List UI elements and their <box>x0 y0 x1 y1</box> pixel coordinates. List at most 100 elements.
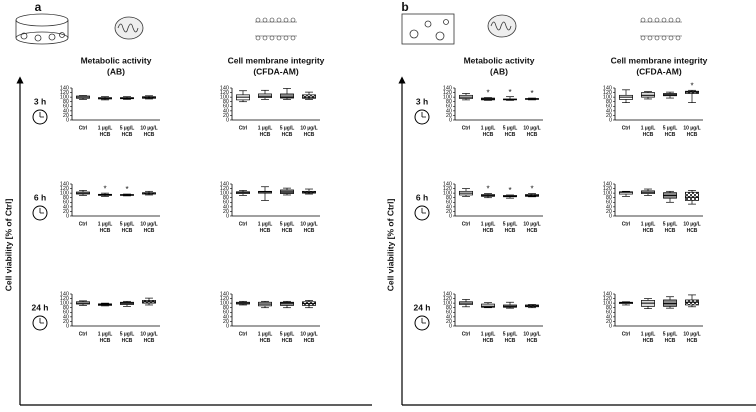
culture-icon <box>401 13 455 45</box>
y-tick-label: 100 <box>220 301 229 307</box>
y-tick-label: 120 <box>220 186 229 192</box>
y-tick-label: 40 <box>223 314 229 320</box>
y-tick-label: 80 <box>446 305 452 311</box>
column-title: (CFDA-AM) <box>253 66 298 76</box>
box <box>280 93 294 99</box>
x-tick-label: HCB <box>304 338 315 344</box>
box <box>481 303 495 308</box>
y-tick-label: 0 <box>449 323 452 329</box>
significance-mark: * <box>508 186 511 195</box>
x-tick-label: 5 µg/L <box>280 125 295 131</box>
y-tick-label: 0 <box>609 117 612 123</box>
x-tick-label: HCB <box>260 338 271 344</box>
x-tick-label: HCB <box>687 228 698 234</box>
x-tick-label: Ctrl <box>79 125 88 131</box>
y-tick-label: 80 <box>446 195 452 201</box>
significance-mark: * <box>103 184 106 193</box>
y-tick-label: 140 <box>443 85 452 91</box>
y-tick-label: 60 <box>223 104 229 110</box>
y-tick-label: 100 <box>60 95 69 101</box>
membrane-icon <box>640 17 682 41</box>
y-tick-label: 100 <box>603 191 612 197</box>
y-tick-label: 100 <box>60 301 69 307</box>
x-tick-label: 1 µg/L <box>258 331 273 337</box>
x-tick-label: HCB <box>100 132 111 138</box>
box <box>302 94 316 99</box>
x-tick-label: 5 µg/L <box>663 125 678 131</box>
x-tick-label: 5 µg/L <box>280 221 295 227</box>
x-tick-label: Ctrl <box>462 221 471 227</box>
y-tick-label: 40 <box>446 204 452 210</box>
y-tick-label: 0 <box>609 213 612 219</box>
significance-mark: * <box>530 89 533 98</box>
x-tick-label: HCB <box>483 338 494 344</box>
y-tick-label: 120 <box>220 90 229 96</box>
x-tick-label: 10 µg/L <box>300 221 317 227</box>
y-tick-label: 140 <box>443 291 452 297</box>
x-tick-label: 5 µg/L <box>663 221 678 227</box>
box <box>280 301 294 306</box>
x-tick-label: Ctrl <box>239 125 248 131</box>
y-tick-label: 100 <box>443 95 452 101</box>
y-tick-label: 20 <box>63 319 69 325</box>
y-tick-label: 60 <box>606 310 612 316</box>
x-tick-label: 5 µg/L <box>120 221 135 227</box>
y-tick-label: 40 <box>606 108 612 114</box>
x-tick-label: Ctrl <box>622 125 631 131</box>
y-tick-label: 80 <box>63 195 69 201</box>
x-tick-label: Ctrl <box>79 331 88 337</box>
x-tick-label: 10 µg/L <box>140 221 157 227</box>
y-tick-label: 60 <box>446 310 452 316</box>
y-tick-label: 40 <box>446 314 452 320</box>
panel-label: a <box>35 0 42 14</box>
x-tick-label: 1 µg/L <box>481 221 496 227</box>
x-tick-label: HCB <box>665 228 676 234</box>
clock-hands <box>39 208 44 214</box>
column-title: Cell membrane integrity <box>611 55 708 65</box>
x-tick-label: HCB <box>282 338 293 344</box>
y-tick-label: 80 <box>223 305 229 311</box>
y-tick-label: 120 <box>443 296 452 302</box>
significance-mark: * <box>690 81 693 90</box>
y-tick-label: 20 <box>606 319 612 325</box>
y-tick-label: 80 <box>606 305 612 311</box>
y-tick-label: 60 <box>63 104 69 110</box>
panel-label: b <box>401 0 408 14</box>
x-tick-label: 10 µg/L <box>683 221 700 227</box>
x-tick-label: Ctrl <box>462 125 471 131</box>
row-label: 3 h <box>34 96 46 106</box>
x-tick-label: 10 µg/L <box>683 331 700 337</box>
clock-hands <box>421 208 426 214</box>
y-tick-label: 20 <box>606 209 612 215</box>
x-tick-label: HCB <box>687 338 698 344</box>
y-tick-label: 100 <box>60 191 69 197</box>
y-axis-label: Cell viability [% of Ctrl] <box>385 199 395 292</box>
y-tick-label: 100 <box>220 191 229 197</box>
x-tick-label: HCB <box>282 132 293 138</box>
clock-hands <box>39 318 44 324</box>
column-title: (AB) <box>490 66 508 76</box>
x-tick-label: HCB <box>505 132 516 138</box>
x-tick-label: Ctrl <box>622 221 631 227</box>
x-tick-label: 1 µg/L <box>641 125 656 131</box>
x-tick-label: HCB <box>687 132 698 138</box>
x-tick-label: HCB <box>122 132 133 138</box>
x-tick-label: Ctrl <box>79 221 88 227</box>
y-tick-label: 120 <box>603 90 612 96</box>
y-tick-label: 140 <box>220 85 229 91</box>
y-tick-label: 100 <box>443 301 452 307</box>
x-tick-label: HCB <box>527 132 538 138</box>
x-tick-label: HCB <box>282 228 293 234</box>
x-tick-label: HCB <box>505 338 516 344</box>
mitochondrion-icon <box>487 14 517 38</box>
significance-mark: * <box>486 89 489 98</box>
y-tick-label: 0 <box>609 323 612 329</box>
x-tick-label: HCB <box>527 338 538 344</box>
y-tick-label: 140 <box>603 181 612 187</box>
y-tick-label: 60 <box>63 200 69 206</box>
x-tick-label: HCB <box>304 132 315 138</box>
column-title: Metabolic activity <box>81 55 152 65</box>
y-tick-label: 80 <box>606 195 612 201</box>
x-tick-label: HCB <box>304 228 315 234</box>
y-tick-label: 40 <box>63 204 69 210</box>
